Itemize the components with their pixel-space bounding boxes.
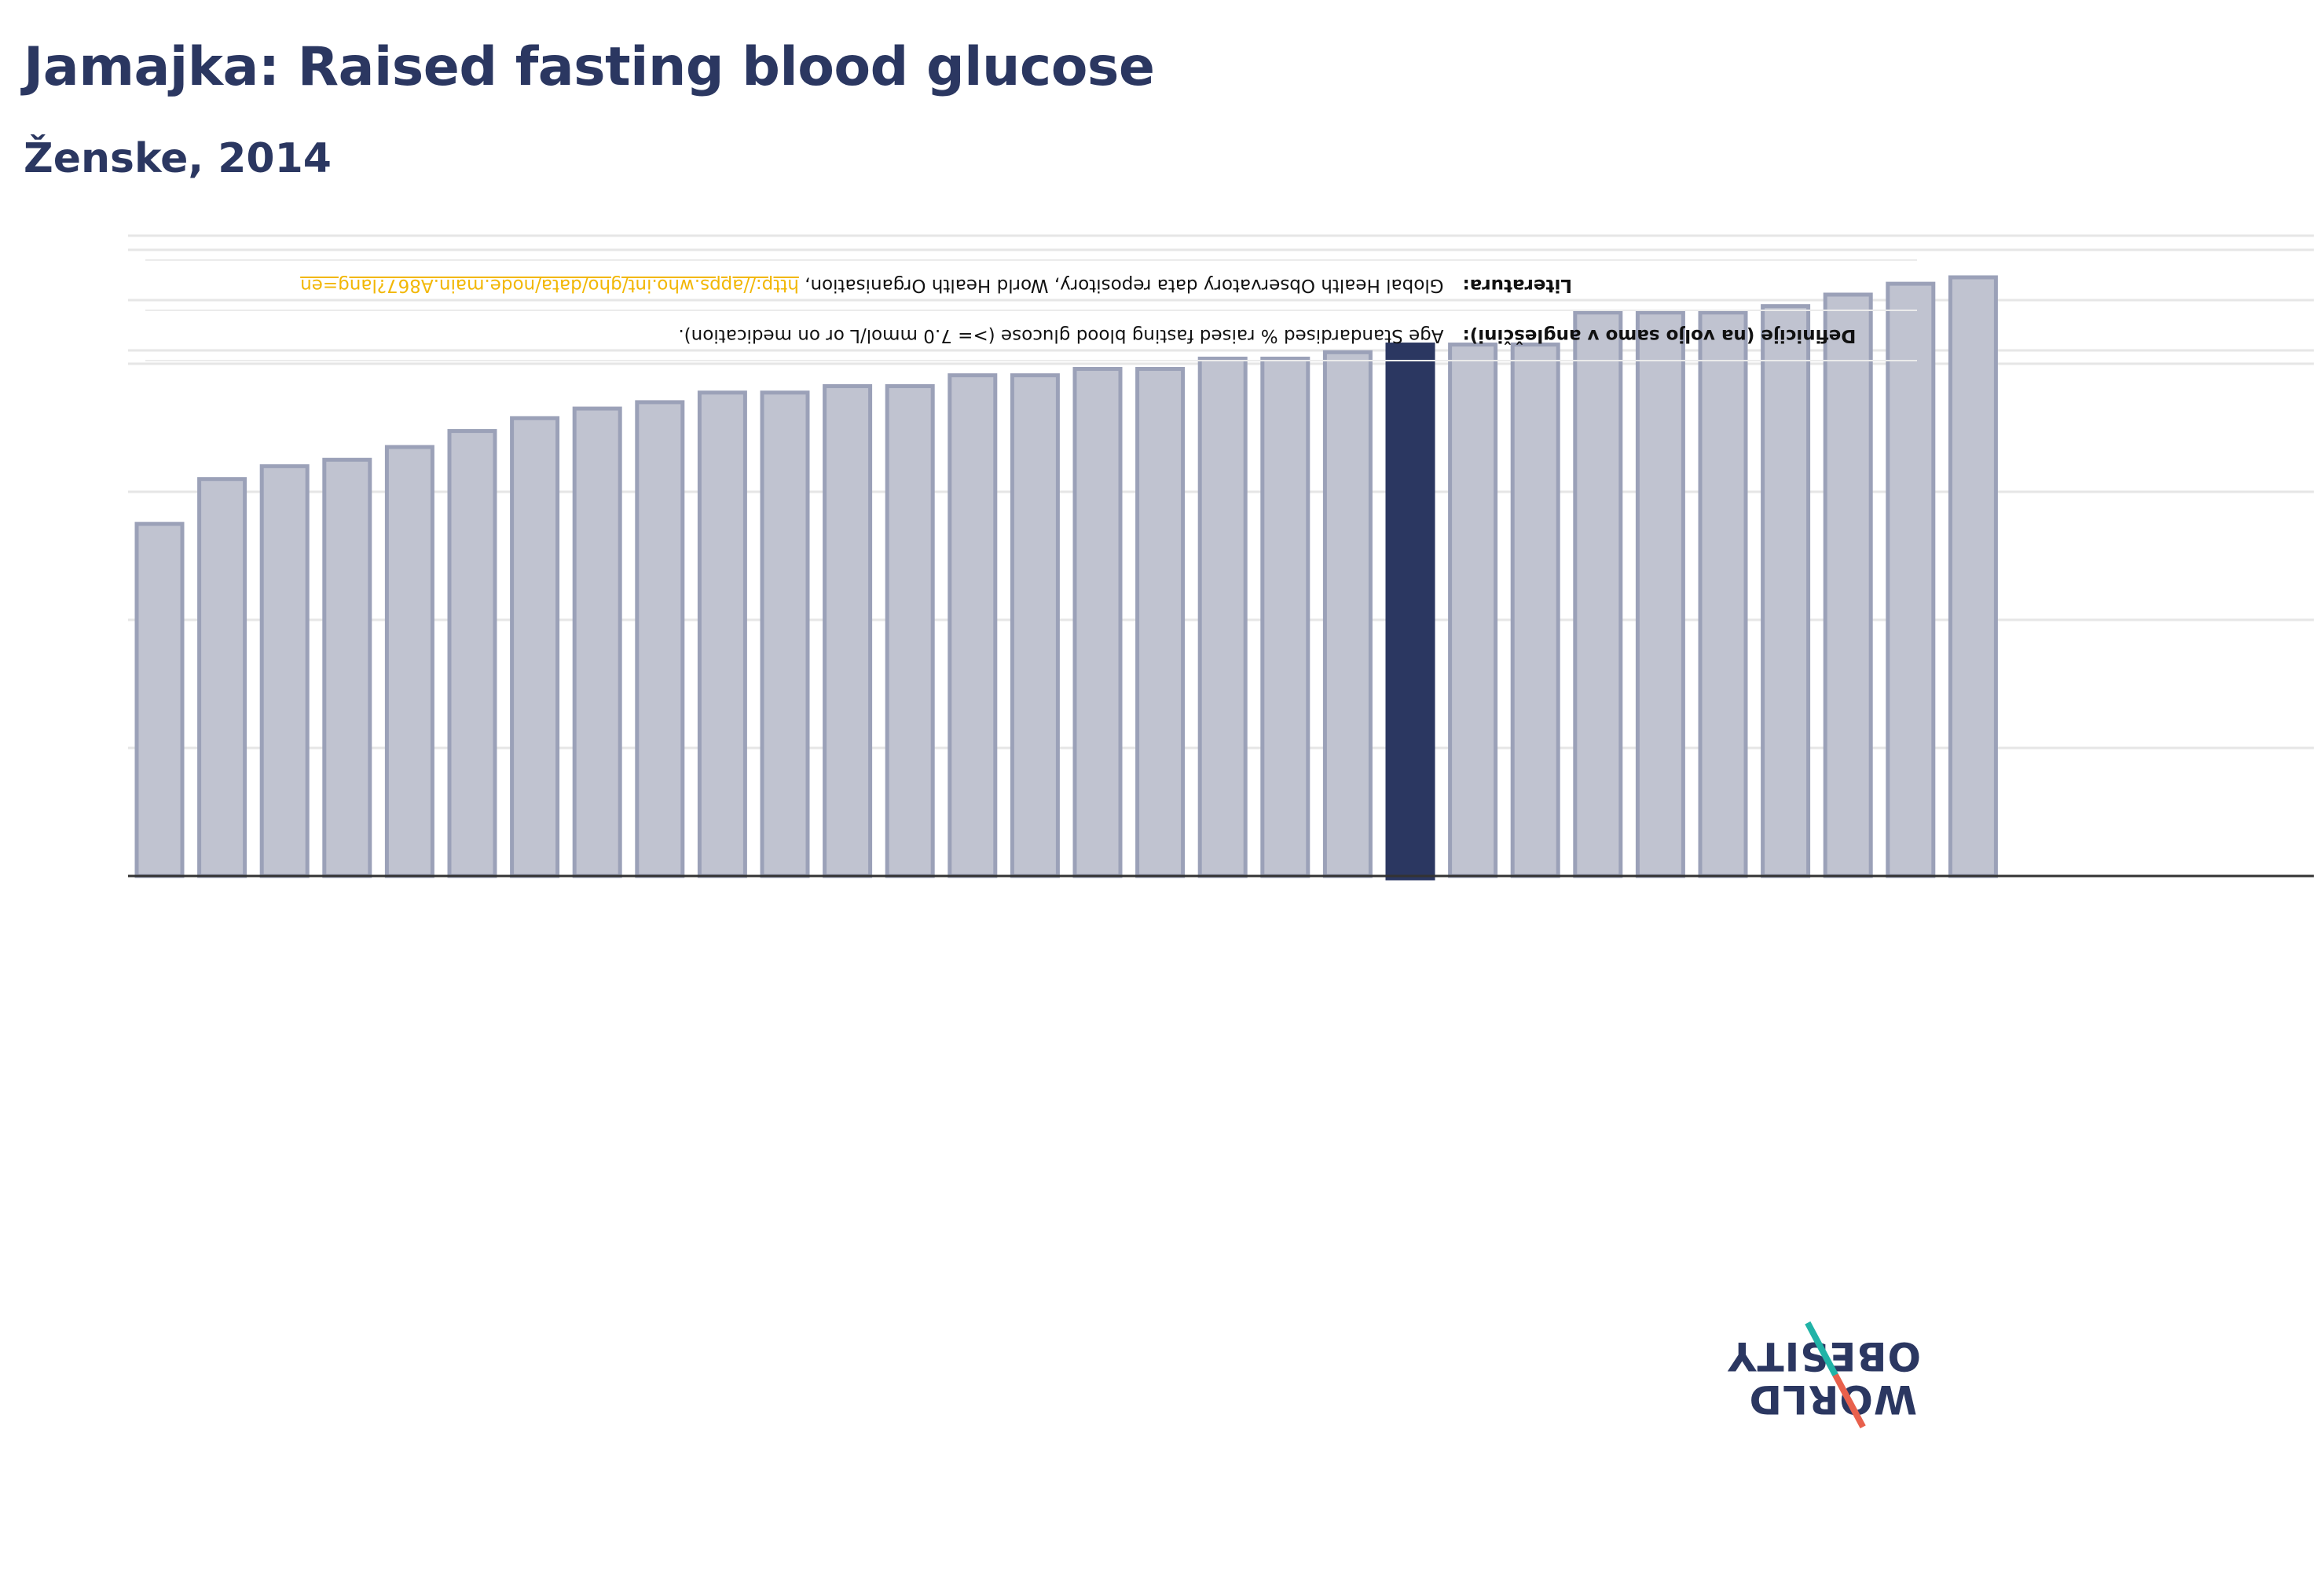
bar <box>1886 281 1936 878</box>
bar <box>572 406 622 878</box>
bar <box>760 390 810 878</box>
chart-title: Jamajka: Raised fasting blood glucose <box>24 36 1155 98</box>
bar <box>885 384 935 878</box>
definition-text: Age Standardised % raised fasting blood … <box>145 310 1453 361</box>
source-text: Global Health Observatory data repositor… <box>805 275 1444 295</box>
source-link[interactable]: http://apps.who.int/gho/data/node.main.A… <box>300 275 799 295</box>
bar <box>1197 356 1248 878</box>
bar <box>1948 275 1998 878</box>
bar <box>384 445 434 878</box>
bar <box>1135 367 1186 878</box>
bar-highlighted <box>1385 343 1435 881</box>
bar <box>697 390 747 878</box>
bar <box>1635 310 1685 878</box>
source-label: Literatura: <box>1453 260 1917 310</box>
bar <box>823 384 873 878</box>
bar <box>1510 343 1560 878</box>
bar <box>1010 373 1060 878</box>
bar <box>948 373 998 878</box>
bar <box>1260 356 1310 878</box>
info-table-container: Definicije (na voljo samo v angleščini):… <box>145 251 1917 361</box>
bar <box>447 429 497 878</box>
bar <box>1072 367 1123 878</box>
definition-label: Definicije (na voljo samo v angleščini): <box>1453 310 1917 361</box>
logo-word-world: WORLD <box>1748 1376 1917 1422</box>
chart-subtitle: Ženske, 2014 <box>24 135 332 182</box>
source-cell: Global Health Observatory data repositor… <box>145 260 1453 310</box>
bar <box>322 457 372 878</box>
bar <box>1322 350 1373 878</box>
bar <box>1698 310 1748 878</box>
bar <box>510 416 560 878</box>
info-table: Definicije (na voljo samo v angleščini):… <box>145 259 1917 361</box>
bar <box>1823 292 1873 878</box>
source-row: Literatura: Global Health Observatory da… <box>145 260 1917 310</box>
bar <box>1573 310 1623 878</box>
bars <box>134 275 1998 881</box>
world-obesity-logo: WORLD OBESITY <box>1721 1308 1925 1429</box>
bar <box>1761 304 1811 878</box>
bar <box>197 477 247 878</box>
bar <box>635 400 685 878</box>
bar <box>1448 343 1498 878</box>
bar <box>259 464 310 878</box>
definition-row: Definicije (na voljo samo v angleščini):… <box>145 310 1917 361</box>
bar <box>134 522 185 878</box>
